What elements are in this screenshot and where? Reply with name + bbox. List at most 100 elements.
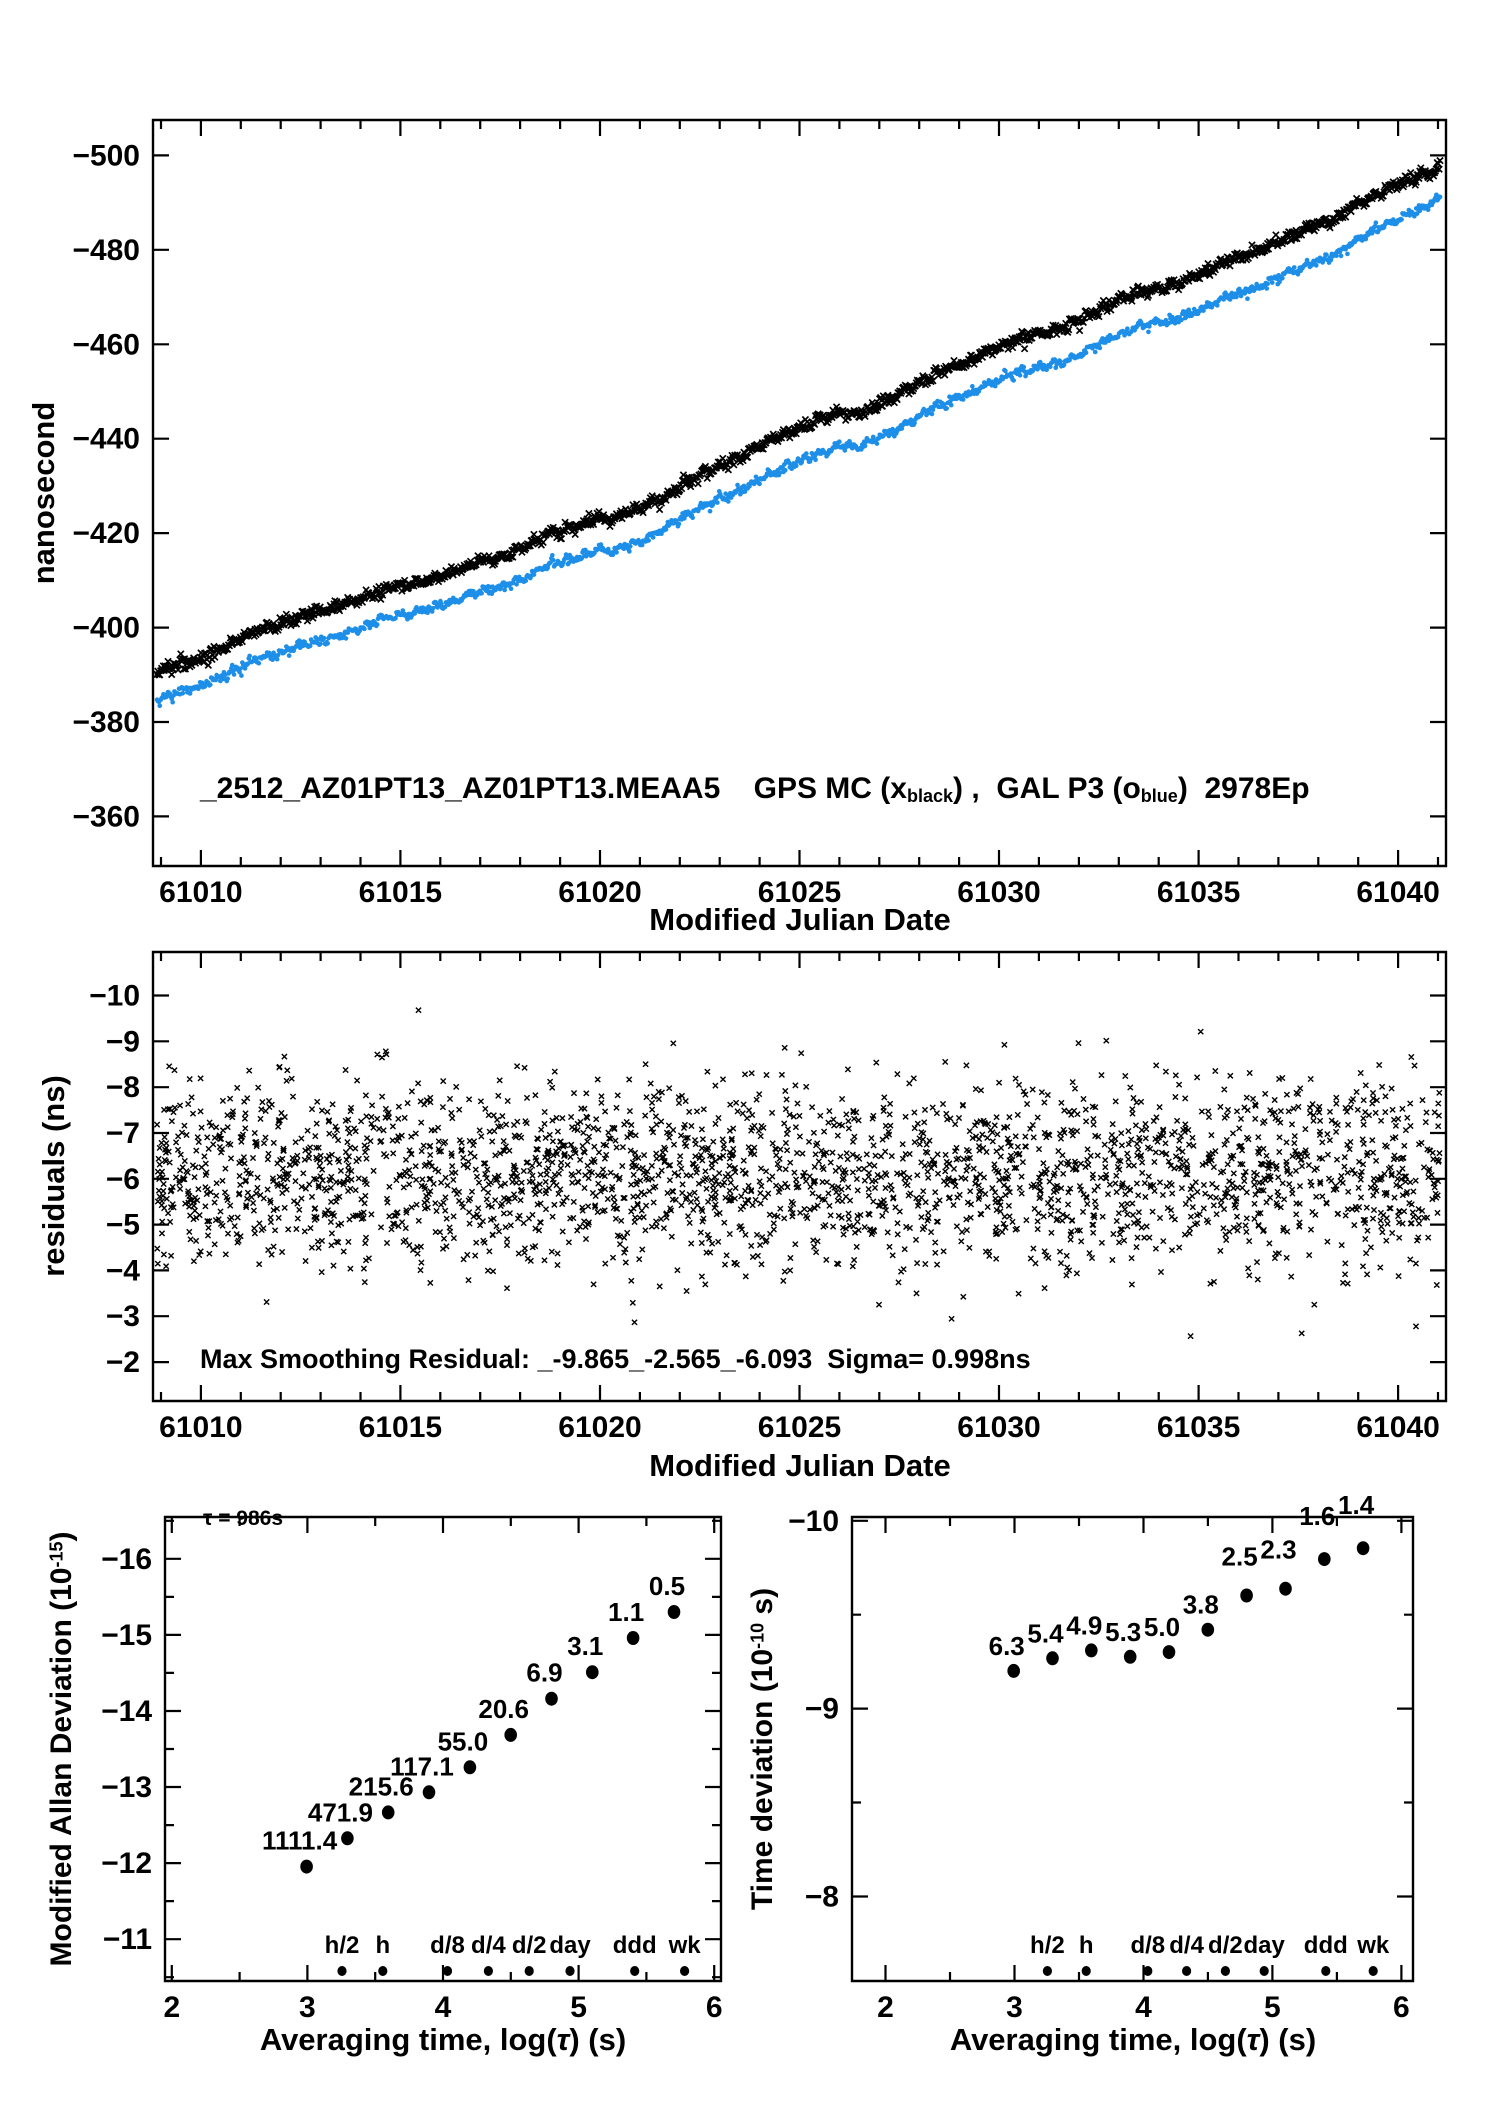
svg-text:h/2: h/2 <box>1030 1932 1065 1959</box>
svg-text:1.1: 1.1 <box>608 1597 644 1627</box>
svg-text:61025: 61025 <box>758 1411 841 1444</box>
svg-text:d/2: d/2 <box>512 1932 547 1959</box>
svg-text:ddd: ddd <box>613 1932 657 1959</box>
svg-text:61035: 61035 <box>1157 1411 1240 1444</box>
svg-text:−5: −5 <box>106 1209 140 1242</box>
svg-text:5: 5 <box>1264 1991 1281 2024</box>
svg-text:−360: −360 <box>72 800 140 833</box>
svg-text:day: day <box>549 1932 591 1959</box>
svg-text:−440: −440 <box>72 423 140 456</box>
svg-text:3.8: 3.8 <box>1183 1590 1219 1620</box>
top-chart-y-axis-label: nanosecond <box>26 401 61 585</box>
svg-text:wk: wk <box>668 1932 702 1959</box>
svg-text:−15: −15 <box>101 1619 152 1652</box>
svg-text:−380: −380 <box>72 706 140 739</box>
svg-text:−8: −8 <box>805 1881 839 1914</box>
svg-text:6: 6 <box>706 1991 723 2024</box>
svg-text:61015: 61015 <box>359 876 442 909</box>
svg-text:ddd: ddd <box>1304 1932 1348 1959</box>
svg-text:4: 4 <box>435 1991 452 2024</box>
svg-text:−420: −420 <box>72 517 140 550</box>
svg-text:2.3: 2.3 <box>1260 1535 1296 1565</box>
svg-text:−12: −12 <box>101 1847 152 1880</box>
svg-text:−500: −500 <box>72 139 140 172</box>
tdev-chart-x-axis-label: Averaging time, log(τ) (s) <box>949 2022 1317 2057</box>
svg-text:117.1: 117.1 <box>390 1751 454 1781</box>
svg-text:−480: −480 <box>72 234 140 267</box>
svg-text:2: 2 <box>877 1991 894 2024</box>
tdev-chart-y-axis-label: Time deviation (10-10 s) <box>746 1587 779 1911</box>
svg-text:h: h <box>375 1932 390 1959</box>
mdev-chart-y-axis-label: Modified Allan Deviation (10-15) <box>45 1531 78 1967</box>
svg-text:5: 5 <box>570 1991 587 2024</box>
svg-text:−16: −16 <box>101 1543 152 1576</box>
svg-text:−14: −14 <box>101 1695 152 1728</box>
svg-text:61020: 61020 <box>558 1411 641 1444</box>
svg-text:6.9: 6.9 <box>526 1658 562 1688</box>
svg-text:3.1: 3.1 <box>567 1631 603 1661</box>
svg-text:6: 6 <box>1393 1991 1410 2024</box>
svg-text:−3: −3 <box>106 1300 140 1333</box>
top-chart-x-axis-label: Modified Julian Date <box>649 902 951 937</box>
svg-text:61015: 61015 <box>359 1411 442 1444</box>
svg-text:d/8: d/8 <box>1130 1932 1165 1959</box>
svg-text:61020: 61020 <box>558 876 641 909</box>
svg-text:4: 4 <box>1135 1991 1152 2024</box>
svg-text:−11: −11 <box>103 1923 152 1956</box>
residual-chart-y-axis-label: residuals (ns) <box>36 1075 71 1277</box>
svg-text:61035: 61035 <box>1157 876 1240 909</box>
svg-text:2.5: 2.5 <box>1222 1542 1258 1572</box>
svg-text:61040: 61040 <box>1356 876 1439 909</box>
svg-text:−7: −7 <box>106 1117 140 1150</box>
tdev-chart: 6.3 5.4 4.9 5.3 5.03.82.5 2.31.6 1.4h/2 h d/8 d/4… <box>788 1490 1415 2024</box>
svg-text:−6: −6 <box>106 1163 140 1196</box>
svg-text:61010: 61010 <box>159 1411 242 1444</box>
svg-text:3: 3 <box>1006 1991 1023 2024</box>
svg-text:−9: −9 <box>106 1025 140 1058</box>
svg-text:20.6: 20.6 <box>478 1694 529 1724</box>
svg-text:d/8: d/8 <box>430 1932 465 1959</box>
svg-text:−13: −13 <box>101 1771 152 1804</box>
svg-text:6.3: 6.3 <box>989 1631 1025 1661</box>
svg-text:−10: −10 <box>788 1505 839 1538</box>
svg-text:61040: 61040 <box>1356 1411 1439 1444</box>
mdev-chart-x-axis-label: Averaging time, log(τ) (s) <box>259 2022 627 2057</box>
svg-text:5.4: 5.4 <box>1027 1618 1064 1648</box>
svg-text:1111.4: 1111.4 <box>262 1826 338 1856</box>
svg-text:d/4: d/4 <box>1169 1932 1204 1959</box>
svg-text:−4: −4 <box>106 1254 141 1287</box>
residual-chart: 61010 61015 61020 61025 61030 61035 61040 −2 −3 −… <box>89 950 1448 1444</box>
svg-text:−2: −2 <box>106 1346 140 1379</box>
svg-text:61030: 61030 <box>957 876 1040 909</box>
svg-text:55.0: 55.0 <box>438 1726 489 1756</box>
svg-text:−460: −460 <box>72 328 140 361</box>
svg-text:61025: 61025 <box>758 876 841 909</box>
svg-text:3: 3 <box>299 1991 316 2024</box>
svg-text:d/2: d/2 <box>1208 1932 1243 1959</box>
top-chart: 61010 61015 61020 61025 61030 61035 61040 −360 −… <box>72 118 1448 909</box>
svg-text:−8: −8 <box>106 1071 140 1104</box>
tau-annotation: τ = 986s <box>203 1507 284 1530</box>
svg-text:1.4: 1.4 <box>1338 1490 1375 1520</box>
svg-text:d/4: d/4 <box>471 1932 506 1959</box>
top-chart-title: _2512_AZ01PT13_AZ01PT13.MEAA5 GPS MC (xb… <box>200 772 1310 806</box>
svg-text:4.9: 4.9 <box>1066 1610 1102 1640</box>
svg-text:−10: −10 <box>89 980 140 1013</box>
svg-text:471.9: 471.9 <box>308 1797 373 1827</box>
svg-text:5.3: 5.3 <box>1105 1617 1141 1647</box>
svg-text:61010: 61010 <box>159 876 242 909</box>
svg-text:2: 2 <box>163 1991 180 2024</box>
svg-text:−9: −9 <box>805 1693 839 1726</box>
svg-text:day: day <box>1244 1932 1286 1959</box>
svg-text:h/2: h/2 <box>325 1932 360 1959</box>
svg-text:h: h <box>1079 1932 1094 1959</box>
svg-text:−400: −400 <box>72 612 140 645</box>
residual-annotation: Max Smoothing Residual: _-9.865_-2.565_-… <box>200 1344 1031 1374</box>
svg-text:wk: wk <box>1356 1932 1390 1959</box>
residual-chart-x-axis-label: Modified Julian Date <box>649 1448 951 1483</box>
svg-text:0.5: 0.5 <box>649 1571 685 1601</box>
svg-text:61030: 61030 <box>957 1411 1040 1444</box>
